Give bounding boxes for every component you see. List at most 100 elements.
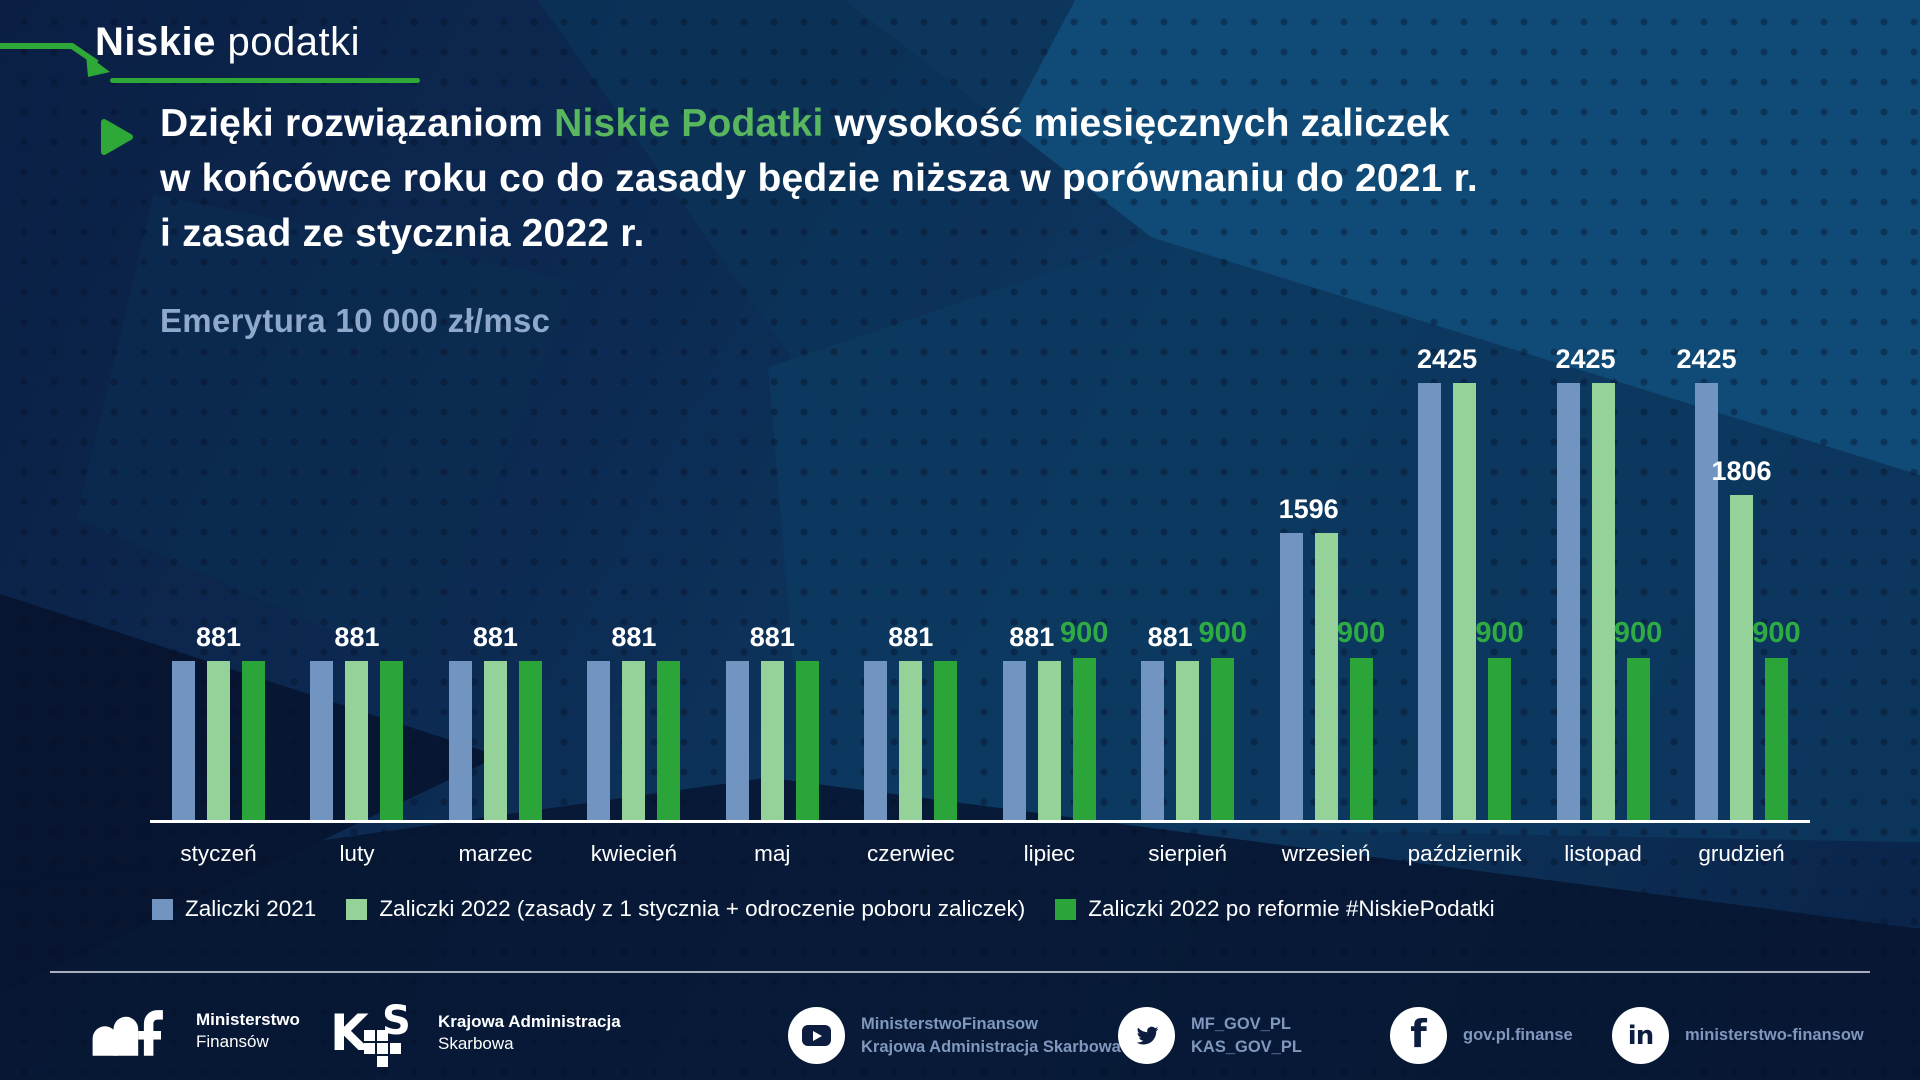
bar-value-label: 881	[472, 622, 518, 652]
brand-arrow-icon	[0, 43, 110, 77]
twitter-icon	[1118, 1007, 1175, 1064]
legend-swatch	[1055, 898, 1077, 920]
kas-logo: K S	[330, 998, 411, 1067]
bar-luty-series3	[380, 661, 404, 820]
bar-value-label: 900	[1752, 617, 1801, 649]
legend-label: Zaliczki 2022 po reformie #NiskiePodatki	[1088, 896, 1495, 921]
month-group-marzec: 881	[448, 343, 542, 820]
bar-value-label: 881	[611, 622, 657, 652]
bar-grudzień-series2	[1729, 495, 1753, 820]
bar-kwiecień-series1	[587, 661, 611, 820]
month-group-kwiecień: 881	[587, 343, 681, 820]
footer-separator	[50, 971, 1870, 973]
youtube-block: MinisterstwoFinansow Krajowa Administrac…	[788, 1007, 1121, 1064]
bar-październik-series3	[1488, 658, 1512, 820]
bar-maj-series2	[760, 661, 784, 820]
youtube-handle-line2: Krajowa Administracja Skarbowa	[861, 1037, 1121, 1056]
bar-sierpień-series1	[1141, 661, 1165, 820]
legend-item-2: Zaliczki 2022 (zasady z 1 stycznia + odr…	[346, 896, 1025, 922]
brand-wordmark-light: podatki	[227, 20, 360, 64]
headline-line2: w końcówce roku co do zasady będzie niżs…	[160, 157, 1478, 200]
bar-listopad-series2	[1591, 383, 1615, 820]
facebook-block: f gov.pl.finanse	[1390, 1007, 1573, 1064]
headline: Dzięki rozwiązaniom Niskie Podatki wysok…	[160, 96, 1680, 261]
mf-logo	[92, 1010, 163, 1056]
bar-value-label: 881	[195, 622, 242, 652]
bar-value-label: 881	[749, 622, 795, 652]
bar-czerwiec-series3	[934, 661, 958, 820]
bar-styczeń-series1	[172, 661, 195, 820]
legend-label: Zaliczki 2021	[185, 896, 317, 921]
bar-maj-series1	[725, 661, 749, 820]
month-group-październik: 2425 900	[1417, 343, 1524, 820]
brand-wordmark-bold: Niskie	[95, 20, 216, 64]
month-label-październik: październik	[1407, 841, 1522, 866]
bar-wrzesień-series2	[1314, 533, 1338, 820]
bar-lipiec-series2	[1037, 661, 1061, 820]
headline-highlight: Niskie Podatki	[554, 102, 824, 145]
brand-wordmark: Niskie podatki	[95, 20, 360, 65]
linkedin-icon: in	[1612, 1007, 1669, 1064]
linkedin-handle: ministerstwo-finansow	[1685, 1026, 1864, 1045]
bar-value-label: 2425	[1417, 344, 1478, 374]
month-group-lipiec: 881 900	[1002, 343, 1108, 820]
bar-styczeń-series3	[242, 661, 265, 820]
youtube-handle-line1: MinisterstwoFinansow	[861, 1015, 1038, 1034]
twitter-block: MF_GOV_PL KAS_GOV_PL	[1118, 1007, 1302, 1064]
bar-value-label: 900	[1613, 617, 1663, 649]
headline-suffix: wysokość miesięcznych zaliczek	[823, 102, 1450, 145]
mf-ministry-block: Ministerstwo Finansów	[85, 1002, 300, 1060]
bar-luty-series1	[310, 661, 334, 820]
bar-value-label: 1596	[1278, 494, 1339, 524]
bar-kwiecień-series2	[622, 661, 646, 820]
bar-grudzień-series1	[1694, 383, 1718, 820]
bar-sierpień-series3	[1211, 658, 1235, 820]
bar-value-label: 881	[888, 622, 934, 652]
kas-block: K S Krajowa Administracja Skarbowa	[330, 998, 621, 1068]
bar-maj-series3	[795, 661, 819, 820]
bar-value-label: 900	[1060, 617, 1109, 649]
month-label-styczeń: styczeń	[180, 841, 257, 866]
headline-line3: i zasad ze stycznia 2022 r.	[160, 212, 645, 255]
x-axis-labels: styczeń luty marzec kwiecień maj czerwiec lipi…	[150, 841, 1810, 867]
legend-swatch	[152, 898, 173, 920]
month-label-czerwiec: czerwiec	[867, 841, 955, 866]
month-label-wrzesień: wrzesień	[1281, 841, 1371, 866]
month-label-sierpień: sierpień	[1148, 841, 1228, 866]
chart-legend: Zaliczki 2021 Zaliczki 2022 (zasady z 1 s…	[152, 896, 1495, 922]
bar-chart: 881 881 881 881 881 881 881 900 881 900 1596 900 242…	[150, 343, 1810, 823]
bar-listopad-series3	[1626, 658, 1650, 820]
twitter-handle-line1: MF_GOV_PL	[1191, 1015, 1291, 1034]
chart-subtitle: Emerytura 10 000 zł/msc	[160, 302, 551, 339]
legend-item-3: Zaliczki 2022 po reformie #NiskiePodatki	[1055, 896, 1495, 922]
bar-czerwiec-series2	[899, 661, 923, 820]
bar-marzec-series1	[448, 661, 472, 820]
bar-wrzesień-series3	[1349, 658, 1373, 820]
month-group-maj: 881	[725, 343, 819, 820]
bar-czerwiec-series1	[864, 661, 888, 820]
month-label-listopad: listopad	[1564, 841, 1642, 866]
facebook-icon: f	[1390, 1007, 1447, 1064]
headline-prefix: Dzięki rozwiązaniom	[160, 102, 555, 145]
bar-value-label: 900	[1475, 617, 1524, 649]
month-group-luty: 881	[310, 343, 404, 820]
month-label-luty: luty	[339, 841, 375, 866]
twitter-handles: MF_GOV_PL KAS_GOV_PL	[1191, 1013, 1302, 1058]
linkedin-block: in ministerstwo-finansow	[1612, 1007, 1864, 1064]
bar-luty-series2	[345, 661, 369, 820]
legend-swatch	[346, 898, 368, 920]
bar-lipiec-series3	[1072, 658, 1096, 820]
bar-value-label: 900	[1198, 617, 1247, 649]
youtube-icon	[788, 1007, 845, 1064]
legend-item-1: Zaliczki 2021	[152, 896, 316, 922]
kas-label-line2: Skarbowa	[438, 1034, 514, 1053]
month-group-grudzień: 2425 1806 900	[1676, 343, 1801, 820]
month-group-wrzesień: 1596 900	[1278, 343, 1385, 820]
bar-value-label: 2425	[1676, 344, 1737, 374]
bar-październik-series1	[1418, 383, 1442, 820]
mf-label: Ministerstwo Finansów	[196, 1009, 300, 1054]
bar-value-label: 1806	[1711, 456, 1772, 486]
bar-wrzesień-series1	[1279, 533, 1303, 820]
legend-label: Zaliczki 2022 (zasady z 1 stycznia + odr…	[379, 896, 1026, 921]
bar-grudzień-series3	[1764, 658, 1788, 820]
